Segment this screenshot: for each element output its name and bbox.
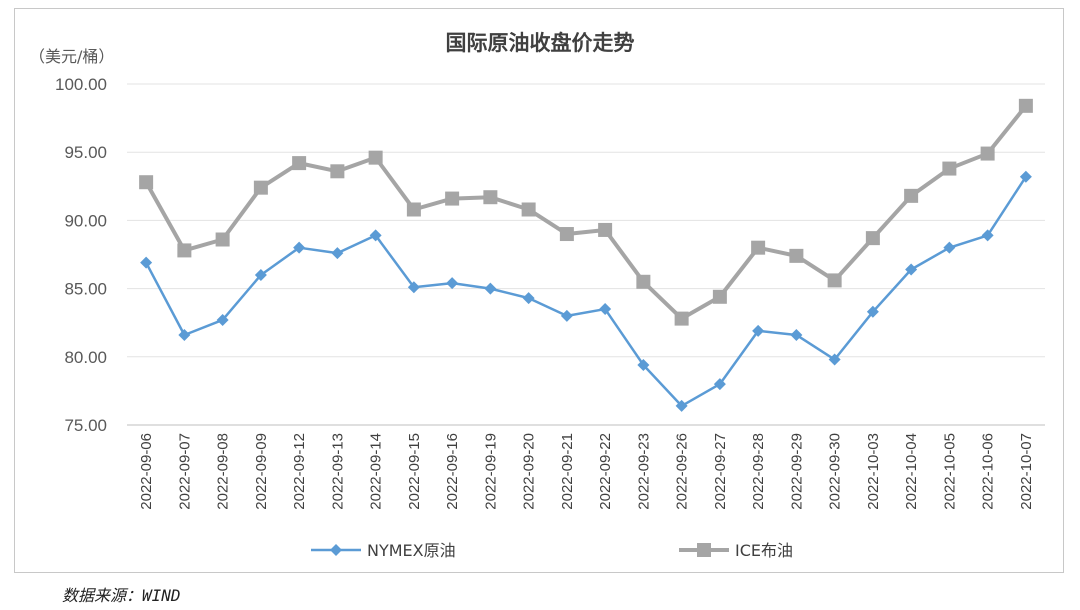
y-tick-label: 100.00	[55, 75, 107, 94]
y-tick-label: 85.00	[64, 280, 107, 299]
series-1	[140, 170, 1032, 412]
y-tick-label: 75.00	[64, 416, 107, 435]
data-point	[713, 378, 726, 391]
data-point	[293, 241, 306, 254]
data-point	[866, 305, 879, 318]
y-tick-label: 95.00	[64, 143, 107, 162]
legend-label: NYMEX原油	[367, 541, 456, 560]
x-tick-label: 2022-09-19	[482, 433, 499, 510]
data-point	[636, 274, 651, 289]
data-point	[446, 277, 459, 290]
x-tick-label: 2022-10-05	[941, 433, 958, 510]
x-tick-label: 2022-09-13	[329, 433, 346, 510]
data-point	[484, 282, 497, 295]
data-point	[599, 303, 612, 316]
y-axis-unit-label: （美元/桶）	[29, 47, 114, 66]
x-tick-label: 2022-09-12	[291, 433, 308, 510]
data-point	[406, 202, 421, 217]
x-tick-label: 2022-09-22	[597, 433, 614, 510]
data-point	[827, 273, 842, 288]
data-point	[1019, 170, 1032, 183]
data-point	[560, 309, 573, 322]
data-point	[254, 268, 267, 281]
data-point	[942, 161, 957, 176]
data-point	[177, 243, 192, 258]
data-point	[712, 289, 727, 304]
data-point	[140, 256, 153, 269]
x-tick-label: 2022-09-16	[444, 433, 461, 510]
x-tick-label: 2022-09-30	[827, 433, 844, 510]
data-point	[828, 353, 841, 366]
data-point	[483, 190, 498, 205]
chart-frame: 国际原油收盘价走势 （美元/桶） 100.00 95.00 90.00 85.00 80…	[14, 8, 1064, 573]
x-tick-label: 2022-09-29	[788, 433, 805, 510]
y-tick-label: 80.00	[64, 348, 107, 367]
gridlines	[127, 83, 1045, 426]
data-point	[330, 164, 345, 179]
x-tick-label: 2022-09-14	[368, 433, 385, 510]
x-tick-label: 2022-10-07	[1018, 433, 1035, 510]
x-tick-label: 2022-09-08	[215, 433, 232, 510]
data-point	[445, 191, 460, 206]
data-point	[752, 324, 765, 337]
data-point	[865, 231, 880, 246]
data-point	[1018, 98, 1033, 113]
x-tick-label: 2022-09-06	[138, 433, 155, 510]
data-point	[292, 156, 307, 171]
data-point	[905, 263, 918, 276]
data-point	[407, 281, 420, 294]
data-point	[215, 232, 230, 247]
line-chart: 国际原油收盘价走势 （美元/桶） 100.00 95.00 90.00 85.00 80…	[29, 31, 1045, 560]
data-point	[789, 248, 804, 263]
chart-title: 国际原油收盘价走势	[446, 31, 635, 55]
y-tick-label: 90.00	[64, 211, 107, 230]
data-point	[981, 229, 994, 242]
data-point	[980, 146, 995, 161]
x-tick-label: 2022-09-20	[521, 433, 538, 510]
data-point	[368, 150, 383, 165]
x-tick-label: 2022-09-28	[750, 433, 767, 510]
data-point	[675, 399, 688, 412]
x-axis-ticks: 2022-09-06 2022-09-07 2022-09-08 2022-09-09…	[138, 433, 1035, 510]
data-point	[943, 241, 956, 254]
data-point	[369, 229, 382, 242]
x-tick-label: 2022-09-23	[635, 433, 652, 510]
data-point	[637, 358, 650, 371]
data-point	[904, 188, 919, 203]
legend-marker	[697, 543, 711, 557]
series-line	[145, 176, 1027, 408]
data-point	[178, 328, 191, 341]
y-axis-ticks: 100.00 95.00 90.00 85.00 80.00 75.00	[55, 75, 107, 435]
x-tick-label: 2022-09-09	[253, 433, 270, 510]
legend-label: ICE布油	[735, 541, 793, 560]
data-point	[522, 292, 535, 305]
x-tick-label: 2022-09-27	[712, 433, 729, 510]
legend: NYMEX原油 ICE布油	[311, 541, 793, 560]
data-point	[674, 311, 689, 326]
data-point	[139, 175, 154, 190]
series-layer	[139, 98, 1033, 412]
data-point	[331, 247, 344, 260]
data-point	[559, 227, 574, 242]
x-tick-label: 2022-09-15	[406, 433, 423, 510]
legend-item: ICE布油	[679, 541, 793, 560]
x-tick-label: 2022-09-07	[176, 433, 193, 510]
x-tick-label: 2022-10-04	[903, 433, 920, 510]
series-2	[139, 98, 1033, 326]
data-point	[216, 313, 229, 326]
data-point	[598, 222, 613, 237]
data-source-note: 数据来源：WIND	[62, 586, 181, 605]
x-tick-label: 2022-09-26	[674, 433, 691, 510]
data-point	[790, 328, 803, 341]
data-point	[253, 180, 268, 195]
x-tick-label: 2022-09-21	[559, 433, 576, 510]
data-point	[751, 240, 766, 255]
legend-item: NYMEX原油	[311, 541, 456, 560]
legend-marker	[330, 544, 342, 556]
x-tick-label: 2022-10-06	[980, 433, 997, 510]
data-point	[521, 202, 536, 217]
x-tick-label: 2022-10-03	[865, 433, 882, 510]
